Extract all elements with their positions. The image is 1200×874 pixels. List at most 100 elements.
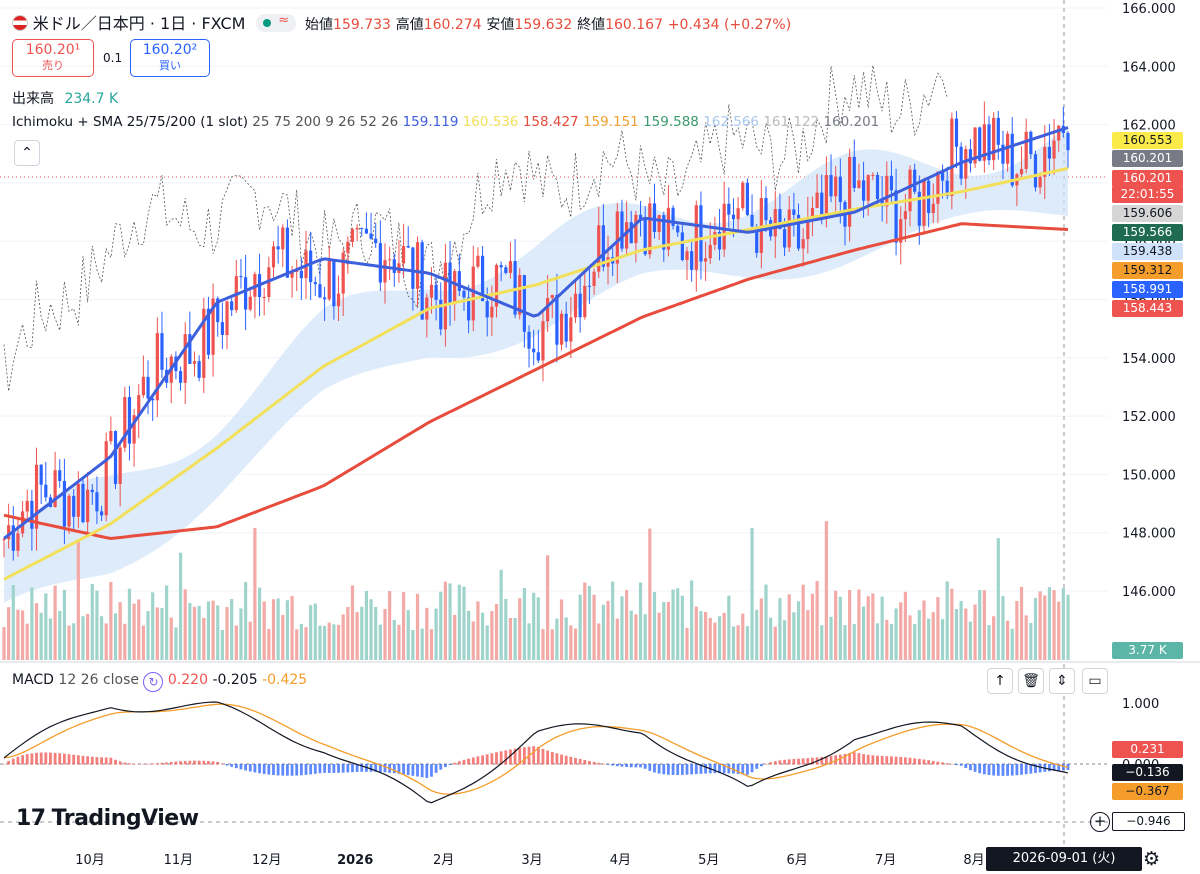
volume-bar — [253, 527, 257, 660]
volume-bar — [940, 619, 945, 660]
candle-body — [527, 331, 531, 349]
symbol-title[interactable]: 米ドル／日本円 · 1日 · FXCM — [32, 14, 246, 33]
volume-bar — [648, 528, 652, 660]
candle-body — [374, 238, 378, 244]
buy-button[interactable]: 160.20² 買い — [130, 39, 210, 77]
macd-hist-bar — [53, 752, 57, 765]
macd-hist-bar — [197, 760, 201, 765]
candle-body — [420, 242, 424, 320]
candle-body — [439, 299, 443, 330]
candle-body — [834, 176, 838, 197]
volume-bar — [1015, 601, 1019, 660]
volume-bar — [996, 538, 1000, 660]
macd-hist-bar — [1052, 764, 1056, 771]
macd-hist-bar — [894, 756, 898, 765]
candle-body — [248, 296, 252, 310]
candle-body — [666, 207, 671, 250]
volume-bar — [160, 607, 164, 660]
volume-bar — [992, 616, 996, 660]
move-up-button[interactable]: ↑ — [987, 668, 1013, 694]
candle-body — [72, 495, 76, 517]
macd-hist-bar — [903, 757, 907, 765]
volume-bar — [146, 611, 150, 660]
candle-body — [615, 211, 619, 264]
macd-hist-bar — [118, 761, 122, 765]
candle-body — [504, 267, 508, 273]
volume-bar — [657, 612, 661, 660]
volume-bar — [448, 583, 452, 660]
macd-params: 12 26 close — [58, 672, 140, 688]
macd-name[interactable]: MACD — [12, 672, 54, 688]
volume-bar — [341, 614, 345, 660]
volume-bar — [727, 595, 731, 660]
add-alert-icon[interactable]: + — [1090, 812, 1110, 832]
candle-body — [1019, 168, 1024, 175]
indicator-value: 158.427 — [518, 114, 579, 130]
macd-hist-bar — [973, 764, 977, 772]
sma200-line — [3, 222, 1069, 541]
volume-bar — [527, 623, 531, 660]
candle-body — [634, 214, 638, 244]
volume-bar — [239, 608, 243, 660]
settings-gear-icon[interactable]: ⚙ — [1143, 848, 1161, 870]
candle-body — [327, 261, 331, 300]
candle-body — [857, 180, 861, 189]
candle-body — [341, 252, 345, 294]
candle-body — [745, 182, 750, 215]
volume-bar — [439, 591, 443, 660]
macd-hist-bar — [601, 763, 605, 765]
macd-hist-bar — [355, 764, 359, 772]
candle-body — [806, 219, 810, 240]
candle-body — [239, 276, 243, 278]
candle-body — [20, 511, 25, 534]
macd-hist-bar — [485, 754, 489, 765]
candle-body — [197, 361, 201, 378]
macd-hist-bar — [574, 757, 577, 765]
volume-bar — [480, 612, 485, 660]
macd-hist-bar — [39, 752, 43, 765]
volume-bar — [601, 604, 605, 660]
macd-hist-bar — [165, 762, 169, 765]
candle-body — [295, 270, 299, 272]
candle-body — [824, 175, 828, 215]
volume-bar — [750, 527, 754, 660]
refresh-icon[interactable]: ↻ — [143, 672, 164, 692]
macd-hist-bar — [606, 764, 610, 765]
volume-bar — [625, 590, 629, 660]
candle-body — [546, 298, 550, 322]
sell-button[interactable]: 160.20¹ 売り — [12, 39, 94, 77]
macd-hist-bar — [513, 748, 517, 765]
volume-bar — [964, 608, 968, 660]
time-tick-label: 7月 — [875, 853, 896, 868]
macd-hist-bar — [374, 764, 378, 772]
delete-pane-button[interactable]: 🗑 — [1018, 668, 1044, 694]
volume-label[interactable]: 出来高 — [12, 91, 54, 107]
macd-hist-bar — [1006, 764, 1009, 776]
candle-body — [81, 483, 85, 523]
candle-body — [369, 233, 373, 239]
volume-bar — [559, 599, 564, 660]
volume-bar — [945, 581, 949, 660]
indicator-name[interactable]: Ichimoku + SMA 25/75/200 (1 slot) — [12, 114, 248, 130]
volume-bar — [573, 628, 578, 660]
collapse-legend-button[interactable]: ⌃ — [14, 140, 40, 166]
volume-bar — [541, 629, 545, 660]
macd-tag: −0.946 — [1112, 812, 1185, 831]
candle-body — [703, 258, 708, 262]
macd-hist-bar — [769, 762, 773, 765]
volume-bar — [1019, 586, 1024, 660]
macd-hist-bar — [634, 764, 638, 768]
volume-bar — [513, 617, 517, 660]
macd-hist-bar — [1001, 764, 1005, 776]
macd-hist-bar — [216, 762, 220, 765]
maximize-pane-button[interactable]: ▭ — [1082, 668, 1108, 694]
brand-text: TradingView — [51, 806, 199, 831]
volume-bar — [908, 615, 912, 660]
price-tag: 159.566 — [1112, 224, 1183, 241]
candle-body — [945, 180, 949, 196]
collapse-pane-button[interactable]: ⇕ — [1049, 668, 1075, 694]
volume-bar — [1043, 595, 1047, 660]
volume-bar — [820, 625, 824, 660]
volume-bar — [374, 606, 378, 660]
